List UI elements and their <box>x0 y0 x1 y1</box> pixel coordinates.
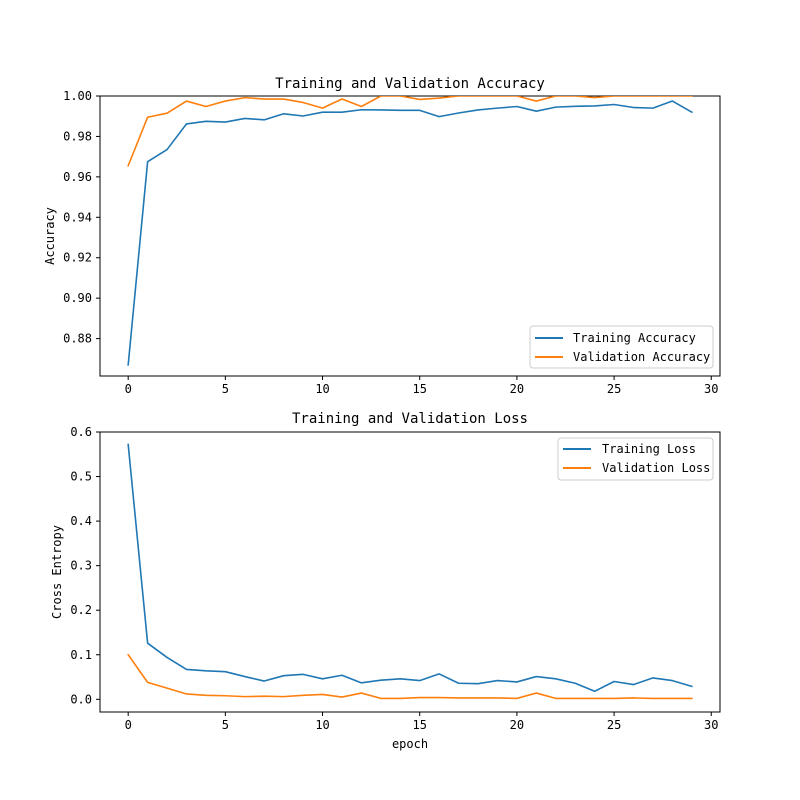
loss-x-tick-label: 25 <box>607 718 621 732</box>
accuracy-y-tick-label: 0.98 <box>63 129 92 143</box>
accuracy-chart: Training and Validation Accuracy 0 5 10 15 2… <box>43 76 721 396</box>
loss-y-tick-label: 0.0 <box>70 692 92 706</box>
loss-y-tick-label: 0.3 <box>70 559 92 573</box>
accuracy-legend: Training Accuracy Validation Accuracy <box>529 325 714 369</box>
accuracy-y-tick-label: 0.96 <box>63 170 92 184</box>
accuracy-y-tick-label: 1.00 <box>63 89 92 103</box>
accuracy-y-tick-label: 0.94 <box>63 210 92 224</box>
legend-label-validation-accuracy: Validation Accuracy <box>573 350 710 364</box>
accuracy-legend-box <box>529 325 714 369</box>
legend-label-validation-loss: Validation Loss <box>602 461 710 475</box>
accuracy-x-tick-label: 5 <box>222 382 229 396</box>
legend-label-training-accuracy: Training Accuracy <box>573 331 696 345</box>
accuracy-x-tick-label: 0 <box>125 382 132 396</box>
loss-y-axis: 0.0 0.1 0.2 0.3 0.4 0.5 0.6 <box>70 425 100 706</box>
loss-x-tick-label: 15 <box>412 718 426 732</box>
loss-x-axis-label: epoch <box>392 737 428 751</box>
accuracy-x-tick-label: 25 <box>607 382 621 396</box>
accuracy-plot-frame <box>99 95 721 377</box>
loss-y-tick-label: 0.4 <box>70 514 92 528</box>
accuracy-y-tick-label: 0.90 <box>63 291 92 305</box>
accuracy-y-axis: 0.88 0.90 0.92 0.94 0.96 0.98 1.00 <box>63 89 100 346</box>
loss-y-tick-label: 0.1 <box>70 648 92 662</box>
loss-x-tick-label: 0 <box>125 718 132 732</box>
loss-chart-title: Training and Validation Loss <box>292 411 528 427</box>
loss-x-tick-label: 5 <box>222 718 229 732</box>
loss-y-axis-label: Cross Entropy <box>50 525 64 619</box>
accuracy-x-tick-label: 15 <box>412 382 426 396</box>
legend-label-training-loss: Training Loss <box>602 442 696 456</box>
accuracy-y-axis-label: Accuracy <box>43 207 57 265</box>
loss-series-lines <box>127 443 693 700</box>
series-line-validation-accuracy <box>127 96 693 167</box>
loss-x-tick-label: 30 <box>704 718 718 732</box>
accuracy-series-lines <box>127 96 693 366</box>
loss-y-tick-label: 0.5 <box>70 470 92 484</box>
accuracy-x-tick-label: 10 <box>315 382 329 396</box>
series-line-training-loss <box>127 443 693 693</box>
accuracy-x-tick-label: 30 <box>704 382 718 396</box>
loss-x-tick-label: 10 <box>315 718 329 732</box>
loss-x-axis: 0 5 10 15 20 25 30 <box>125 712 718 732</box>
loss-y-tick-label: 0.2 <box>70 603 92 617</box>
accuracy-x-tick-label: 20 <box>510 382 524 396</box>
loss-x-tick-label: 20 <box>510 718 524 732</box>
loss-y-tick-label: 0.6 <box>70 425 92 439</box>
accuracy-y-tick-label: 0.92 <box>63 251 92 265</box>
loss-plot-frame <box>99 431 721 713</box>
loss-legend: Training Loss Validation Loss <box>557 437 714 481</box>
accuracy-chart-title: Training and Validation Accuracy <box>275 76 545 92</box>
series-line-training-accuracy <box>127 100 693 366</box>
series-line-validation-loss <box>127 653 693 700</box>
accuracy-x-axis: 0 5 10 15 20 25 30 <box>125 376 718 396</box>
accuracy-y-tick-label: 0.88 <box>63 332 92 346</box>
loss-chart: Training and Validation Loss 0 5 10 15 20 25 3… <box>50 411 721 751</box>
loss-legend-box <box>557 437 714 481</box>
